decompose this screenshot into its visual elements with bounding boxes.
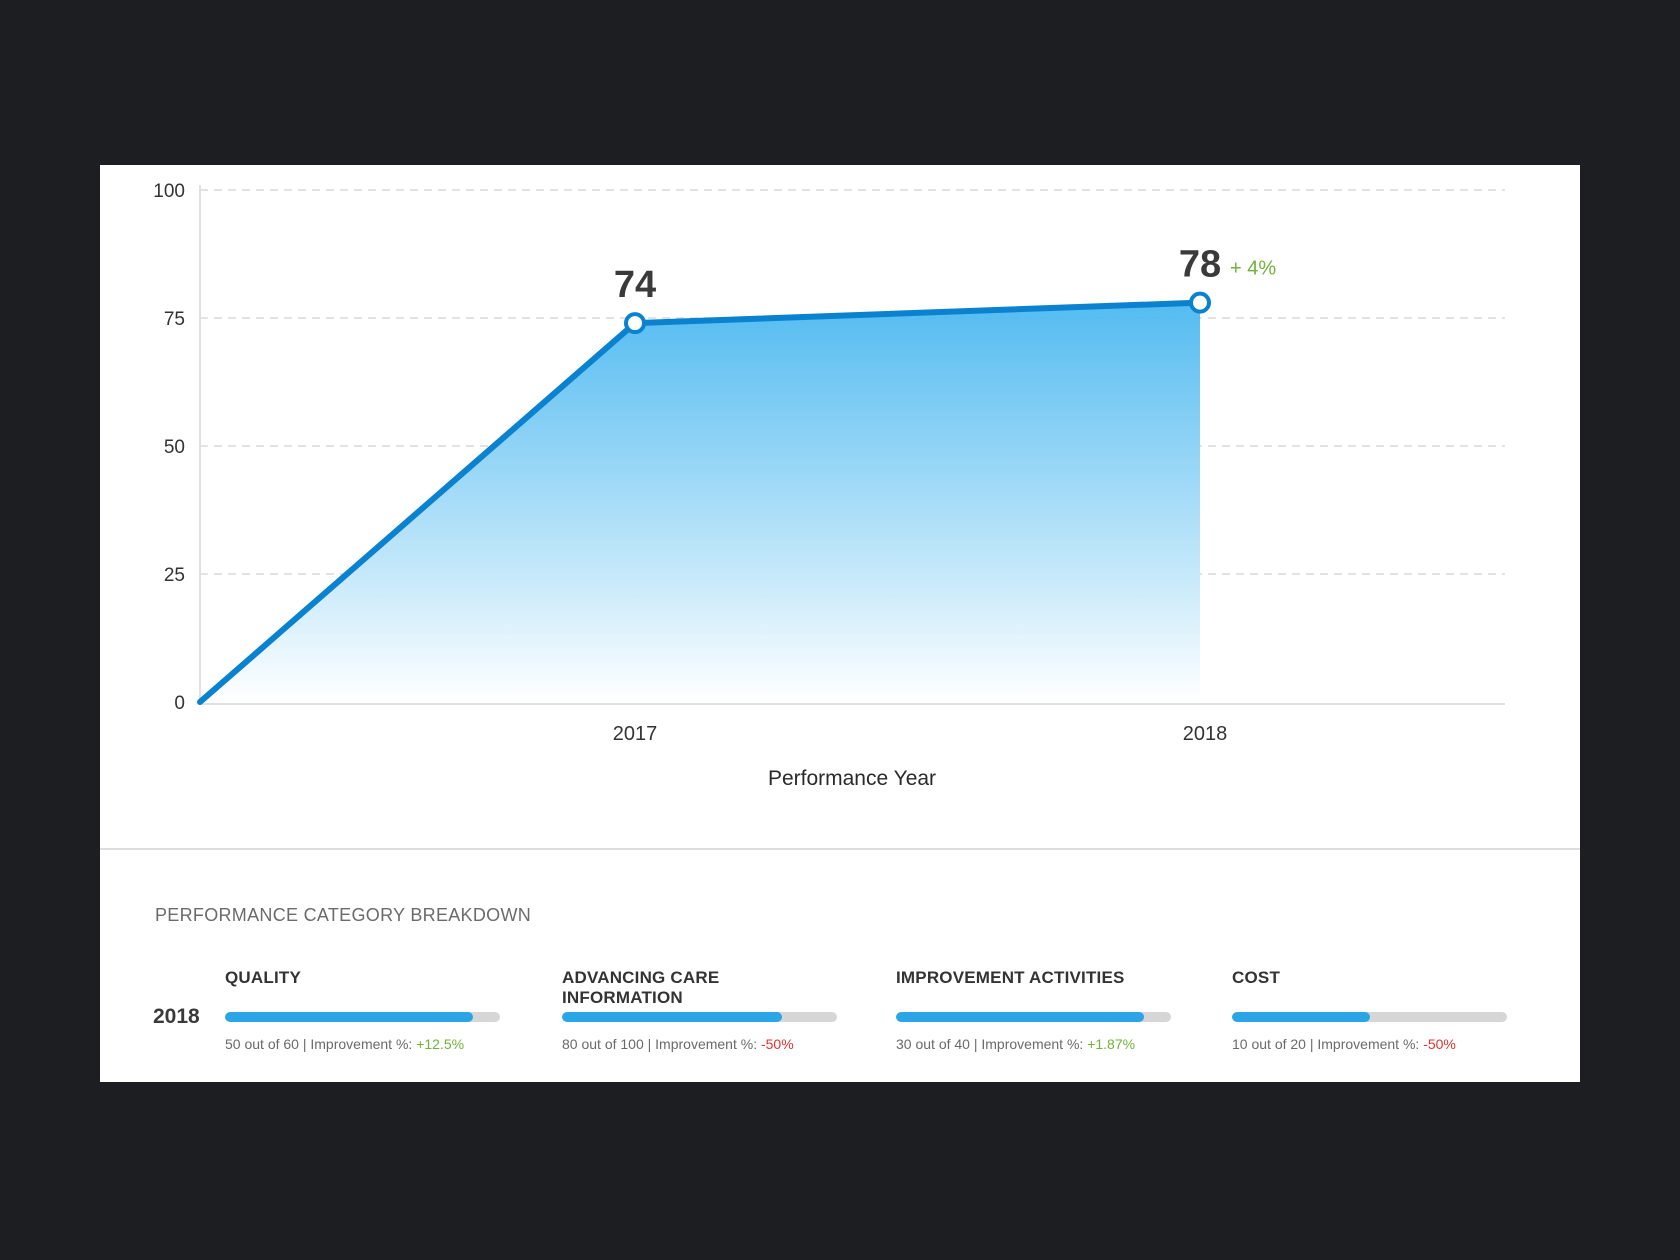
x-tick-label: 2018 [1183, 723, 1228, 745]
breakdown-year: 2018 [153, 1005, 200, 1028]
data-label: 78 [1179, 244, 1221, 286]
category-meta: 10 out of 20 | Improvement %: -50% [1232, 1036, 1507, 1052]
data-point [624, 312, 646, 335]
x-tick-label: 2017 [613, 723, 658, 745]
category-cost: COST 10 out of 20 | Improvement %: -50% [1232, 968, 1507, 1052]
category-name: COST [1232, 968, 1281, 987]
chart-svg: 0 25 50 75 100 74 78 + 4% 2017 2018 Performance Ye… [153, 181, 1505, 790]
change-label: + 4% [1230, 258, 1276, 280]
category-score: 80 out of 100 [562, 1036, 644, 1052]
category-progress-fill [225, 1012, 473, 1022]
category-advancing-care-information: ADVANCING CARE INFORMATION 80 out of 100… [562, 968, 837, 1052]
category-progress-fill [562, 1012, 782, 1022]
category-score: 10 out of 20 [1232, 1036, 1306, 1052]
category-name: QUALITY [225, 968, 302, 987]
category-quality: QUALITY 50 out of 60 | Improvement %: +1… [225, 968, 500, 1052]
y-tick-label: 75 [164, 309, 185, 330]
category-name: IMPROVEMENT ACTIVITIES [896, 968, 1125, 987]
category-name: ADVANCING CARE INFORMATION [562, 968, 720, 1007]
data-label: 74 [614, 264, 656, 306]
y-tick-label: 0 [174, 693, 185, 714]
category-meta: 30 out of 40 | Improvement %: +1.87% [896, 1036, 1171, 1052]
category-progress-bar [562, 1012, 837, 1022]
category-score: 50 out of 60 [225, 1036, 299, 1052]
category-improvement-label: | Improvement %: [643, 1036, 761, 1052]
category-progress-fill [1232, 1012, 1370, 1022]
category-score: 30 out of 40 [896, 1036, 970, 1052]
data-point [1189, 291, 1211, 314]
y-tick-label: 100 [153, 181, 185, 202]
x-axis-label: Performance Year [768, 767, 936, 790]
category-meta: 80 out of 100 | Improvement %: -50% [562, 1036, 837, 1052]
category-improvement-label: | Improvement %: [298, 1036, 417, 1052]
breakdown-title: PERFORMANCE CATEGORY BREAKDOWN [155, 905, 532, 925]
y-tick-label: 25 [164, 565, 185, 586]
category-improvement-label: | Improvement %: [969, 1036, 1088, 1052]
performance-card: 0 25 50 75 100 74 78 + 4% 2017 2018 Performance Ye… [100, 165, 1580, 1082]
category-improvement-activities: IMPROVEMENT ACTIVITIES 30 out of 40 | Im… [896, 968, 1171, 1052]
category-progress-fill [896, 1012, 1144, 1022]
category-improvement-value: -50% [1423, 1036, 1456, 1052]
category-improvement-value: +1.87% [1087, 1036, 1136, 1052]
area-fill [200, 302, 1200, 702]
section-divider [100, 848, 1580, 850]
category-improvement-value: +12.5% [416, 1036, 465, 1052]
category-progress-bar [896, 1012, 1171, 1022]
category-improvement-label: | Improvement %: [1305, 1036, 1424, 1052]
category-improvement-value: -50% [760, 1036, 794, 1052]
category-meta: 50 out of 60 | Improvement %: +12.5% [225, 1036, 500, 1052]
y-tick-label: 50 [164, 437, 185, 458]
performance-chart: 0 25 50 75 100 74 78 + 4% 2017 2018 Performance Ye… [100, 165, 1580, 848]
category-progress-bar [225, 1012, 500, 1022]
category-progress-bar [1232, 1012, 1507, 1022]
